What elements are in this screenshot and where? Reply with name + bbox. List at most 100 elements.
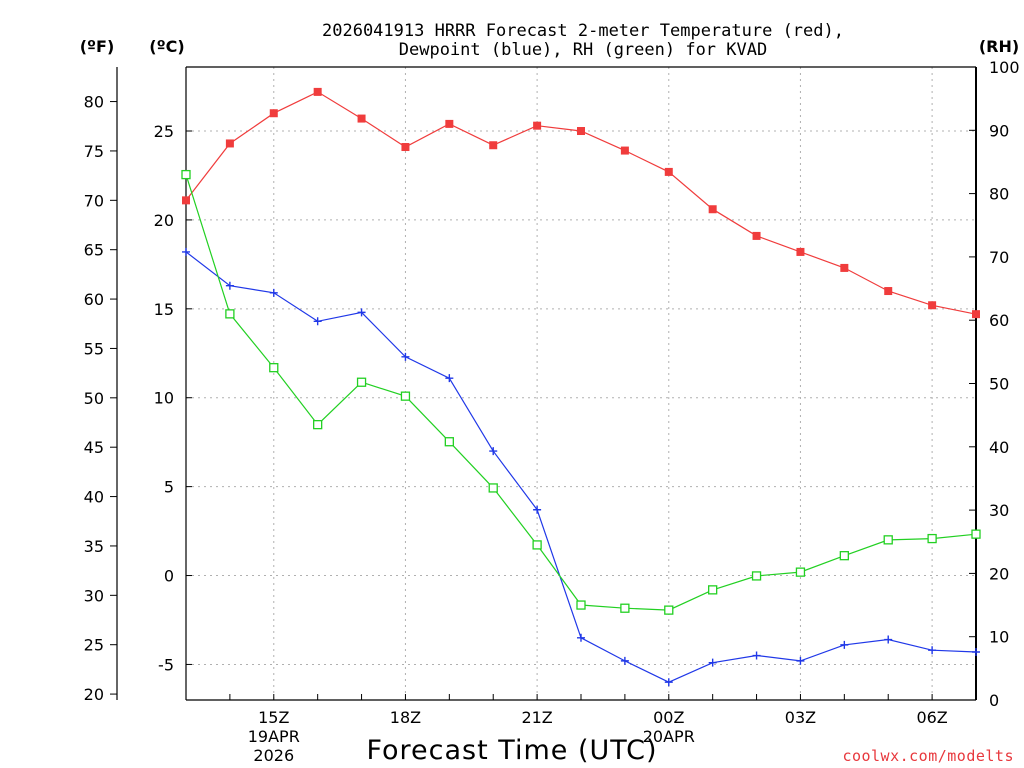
temperature-point — [401, 143, 410, 152]
rh-tick-label: 80 — [989, 185, 1009, 204]
fahrenheit-tick-label: 80 — [84, 93, 104, 112]
celsius-tick-label: 20 — [154, 211, 174, 230]
rh-tick-label: 30 — [989, 501, 1009, 520]
dewpoint-point — [708, 658, 717, 667]
rh-tick-label: 10 — [989, 628, 1009, 647]
temperature-point — [840, 263, 849, 272]
dewpoint-point — [269, 288, 278, 297]
rh-point — [927, 533, 937, 544]
rh-point — [488, 483, 498, 493]
fahrenheit-tick-label: 65 — [84, 241, 104, 260]
dewpoint-point — [620, 656, 629, 665]
x-tick-label: 03Z — [785, 708, 816, 727]
x-tick-label: 00Z — [653, 708, 684, 727]
source-credit: coolwx.com/modelts — [842, 747, 1014, 765]
temperature-point — [620, 146, 629, 155]
x-tick-label: 06Z — [916, 708, 947, 727]
fahrenheit-tick-label: 45 — [84, 438, 104, 457]
temperature-point — [884, 287, 893, 296]
dewpoint-point — [884, 635, 893, 644]
rh-point — [313, 419, 323, 430]
celsius-tick-label: 25 — [154, 122, 174, 141]
temperature-point — [313, 87, 322, 96]
temperature-point — [357, 114, 366, 123]
temperature-point — [225, 139, 234, 148]
rh-point — [664, 605, 674, 615]
temperature-point — [708, 205, 717, 214]
rh-point — [971, 529, 981, 539]
dewpoint-point — [225, 281, 234, 290]
fahrenheit-tick-label: 55 — [84, 339, 104, 358]
rh-point — [181, 169, 191, 180]
temperature-line — [185, 91, 977, 315]
celsius-tick-label: 0 — [164, 567, 174, 586]
dewpoint-point — [972, 647, 980, 656]
dewpoint-point — [577, 633, 585, 642]
axes: 20 25 30 35 40 45 50 55 60 65 70 75 80 -5 0 5 10 15 20 25 0 1… — [84, 58, 1020, 765]
temperature-point — [664, 167, 673, 176]
dewpoint-point — [401, 352, 410, 361]
dewpoint-point — [533, 505, 542, 514]
rh-point — [708, 585, 718, 595]
rh-point — [444, 437, 454, 447]
rh-point — [225, 309, 235, 319]
rh-tick-label: 20 — [989, 564, 1009, 583]
rh-point — [400, 391, 411, 401]
celsius-tick-label: 5 — [164, 478, 174, 497]
temperature-point — [972, 310, 980, 319]
fahrenheit-tick-label: 60 — [84, 290, 104, 309]
temperature-point — [533, 121, 542, 130]
rh-line — [185, 174, 977, 611]
rh-point — [883, 535, 893, 545]
dewpoint-point — [357, 308, 366, 317]
rh-point — [269, 363, 279, 373]
dewpoint-line — [185, 251, 977, 683]
fahrenheit-tick-label: 70 — [84, 191, 104, 210]
x-tick-label: 18Z — [390, 708, 421, 727]
fahrenheit-tick-label: 75 — [84, 142, 104, 161]
celsius-tick-label: 15 — [154, 300, 174, 319]
rh-tick-label: 70 — [989, 248, 1009, 267]
rh-point — [795, 567, 806, 577]
rh-point — [751, 571, 762, 581]
dewpoint-point — [664, 678, 673, 687]
fahrenheit-tick-label: 20 — [84, 685, 104, 704]
dewpoint-point — [445, 374, 454, 383]
dewpoint-point — [313, 317, 322, 326]
rh-point — [532, 540, 542, 550]
x-tick-label: 15Z — [258, 708, 289, 727]
temperature-point — [752, 231, 761, 240]
temperature-point — [796, 247, 805, 256]
temperature-point — [445, 119, 454, 128]
rh-point — [356, 377, 367, 387]
rh-tick-label: 100 — [989, 58, 1020, 77]
rh-point — [620, 603, 630, 613]
x-year-label: 2026 — [253, 746, 294, 765]
rh-tick-label: 90 — [989, 121, 1009, 140]
fahrenheit-tick-label: 50 — [84, 389, 104, 408]
fahrenheit-tick-label: 35 — [84, 537, 104, 556]
dewpoint-point — [182, 247, 190, 256]
celsius-tick-label: -5 — [158, 655, 174, 674]
temperature-point — [928, 301, 937, 310]
x-date-label: 20APR — [643, 727, 695, 746]
dewpoint-point — [796, 656, 805, 665]
chart-title-line2: Dewpoint (blue), RH (green) for KVAD — [399, 40, 767, 60]
temperature-point — [182, 196, 190, 205]
rh-tick-label: 50 — [989, 375, 1009, 394]
chart-title-line1: 2026041913 HRRR Forecast 2-meter Tempera… — [322, 21, 844, 41]
rh-point — [576, 600, 586, 610]
dewpoint-point — [489, 447, 498, 456]
fahrenheit-tick-label: 40 — [84, 488, 104, 507]
fahrenheit-tick-label: 30 — [84, 586, 104, 605]
temperature-point — [489, 141, 498, 150]
fahrenheit-tick-label: 25 — [84, 636, 104, 655]
data-series — [181, 87, 981, 687]
dewpoint-point — [752, 651, 761, 660]
rh-tick-label: 60 — [989, 311, 1009, 330]
x-tick-label: 21Z — [521, 708, 552, 727]
celsius-tick-label: 10 — [154, 389, 174, 408]
rh-tick-label: 0 — [989, 691, 999, 710]
rh-point — [839, 551, 849, 561]
